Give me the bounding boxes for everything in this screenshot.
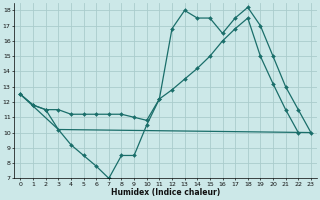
X-axis label: Humidex (Indice chaleur): Humidex (Indice chaleur) — [111, 188, 220, 197]
